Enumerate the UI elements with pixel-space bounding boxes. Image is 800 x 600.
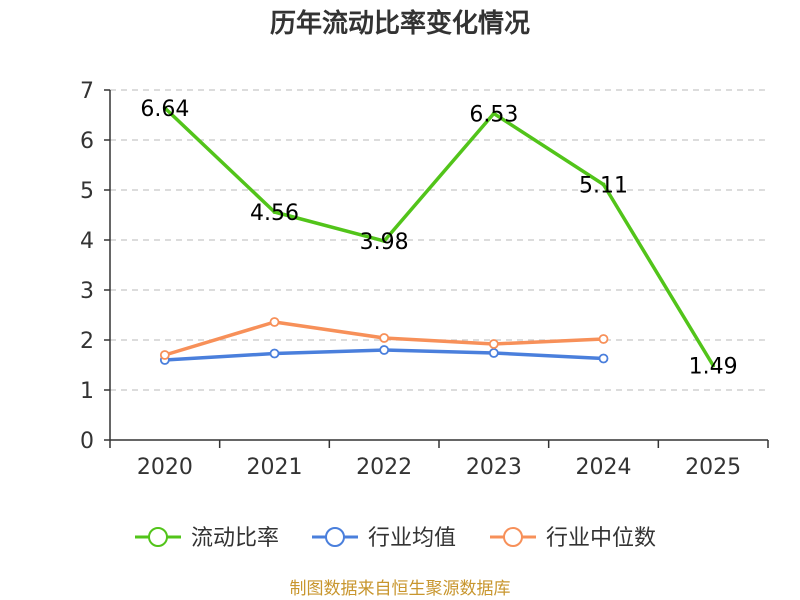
legend-item[interactable]: 行业中位数 bbox=[490, 526, 656, 551]
y-tick-label: 0 bbox=[80, 429, 94, 454]
grid bbox=[110, 89, 768, 391]
x-tick-label: 2021 bbox=[247, 455, 303, 480]
x-tick-label: 2024 bbox=[576, 455, 632, 480]
legend-item[interactable]: 行业均值 bbox=[312, 526, 456, 551]
data-point[interactable] bbox=[269, 317, 280, 327]
data-point[interactable] bbox=[379, 345, 390, 355]
data-point[interactable] bbox=[488, 339, 499, 349]
legend-marker-icon bbox=[148, 527, 168, 547]
data-point[interactable] bbox=[598, 353, 609, 364]
legend-marker-icon bbox=[503, 527, 523, 547]
y-tick-label: 3 bbox=[80, 279, 94, 304]
data-label: 6.64 bbox=[140, 97, 189, 122]
data-point[interactable] bbox=[162, 106, 167, 110]
data-labels: 6.64 4.56 3.98 6.53 5.11 1.49 bbox=[140, 97, 737, 380]
data-point[interactable] bbox=[382, 239, 387, 243]
data-point[interactable] bbox=[379, 333, 390, 343]
x-tick-label: 2022 bbox=[356, 455, 412, 480]
data-point[interactable] bbox=[269, 348, 280, 359]
y-tick-label: 5 bbox=[80, 179, 94, 204]
x-tick-label: 2025 bbox=[685, 455, 741, 480]
data-label: 6.53 bbox=[469, 103, 518, 128]
legend-label: 流动比率 bbox=[191, 526, 279, 551]
chart-title: 历年流动比率变化情况 bbox=[270, 8, 530, 39]
legend-marker-icon bbox=[325, 527, 345, 547]
x-tick-label: 2020 bbox=[137, 455, 193, 480]
series-layer bbox=[159, 106, 716, 368]
y-tick-label: 2 bbox=[80, 329, 94, 354]
legend[interactable]: 流动比率 行业均值 行业中位数 bbox=[135, 526, 656, 551]
data-point[interactable] bbox=[272, 210, 277, 214]
data-point[interactable] bbox=[711, 363, 716, 368]
x-tick-label: 2023 bbox=[466, 455, 522, 480]
y-tick-label: 7 bbox=[80, 79, 94, 104]
legend-label: 行业中位数 bbox=[546, 526, 656, 551]
data-point[interactable] bbox=[598, 334, 609, 344]
data-point[interactable] bbox=[491, 111, 496, 116]
data-label: 5.11 bbox=[579, 174, 628, 199]
data-label: 1.49 bbox=[689, 355, 738, 380]
data-point[interactable] bbox=[601, 182, 606, 187]
data-label: 3.98 bbox=[360, 230, 409, 255]
y-tick-label: 4 bbox=[80, 229, 94, 254]
source-note: 制图数据来自恒生聚源数据库 bbox=[290, 579, 511, 599]
series-line bbox=[163, 106, 715, 367]
legend-item[interactable]: 流动比率 bbox=[135, 526, 279, 551]
data-point[interactable] bbox=[488, 348, 499, 358]
axes: 0 1 2 3 4 5 6 7 2020 2021 2022 2023 2024 2025 bbox=[80, 79, 769, 480]
data-label: 4.56 bbox=[250, 201, 299, 226]
y-tick-label: 6 bbox=[80, 129, 94, 154]
data-point[interactable] bbox=[159, 350, 170, 360]
y-tick-label: 1 bbox=[80, 379, 94, 404]
legend-label: 行业均值 bbox=[368, 526, 456, 551]
